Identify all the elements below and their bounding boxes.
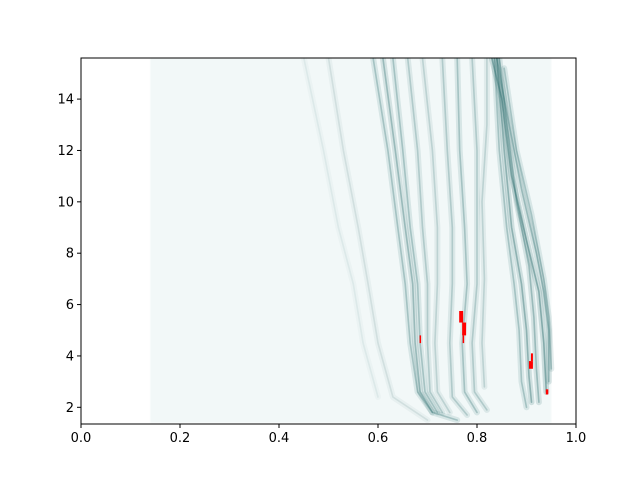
highlighted-cell-6 xyxy=(545,389,549,395)
highlighted-cell-3 xyxy=(462,335,465,344)
x-tick-label-4: 0.8 xyxy=(467,431,488,446)
y-tick-label-6: 14 xyxy=(57,93,74,108)
ridge-band-1 xyxy=(379,58,436,416)
x-tick-label-0: 0.0 xyxy=(71,431,92,446)
ridge-14 xyxy=(503,67,553,370)
y-tick-label-0: 2 xyxy=(66,401,74,416)
ridge-4 xyxy=(421,58,451,414)
plot-frame xyxy=(80,57,577,425)
y-tick-label-3: 8 xyxy=(66,247,74,262)
background-wash xyxy=(150,58,552,423)
ridge-1 xyxy=(382,58,434,414)
y-tick-label-5: 12 xyxy=(57,144,74,159)
y-tick-label-1: 4 xyxy=(66,349,74,364)
highlighted-cell-4 xyxy=(528,361,533,369)
wash-region-0 xyxy=(150,58,552,423)
ridge-band-5 xyxy=(439,58,471,418)
ridge-band-12 xyxy=(488,58,550,395)
ridge-11 xyxy=(498,58,540,404)
highlighted-cell-5 xyxy=(530,353,533,362)
ridge-band-7 xyxy=(469,58,490,413)
ridge-16 xyxy=(302,58,379,398)
ridge-band-9 xyxy=(491,58,530,411)
ridge-12 xyxy=(490,58,548,393)
ridge-band-13 xyxy=(493,58,552,385)
y-axis: 2 4 6 8 10 12 14 xyxy=(57,93,81,416)
ridge-8 xyxy=(481,58,488,388)
ridge-2 xyxy=(392,58,439,414)
x-tick-label-5: 1.0 xyxy=(566,431,587,446)
x-tick-label-1: 0.2 xyxy=(170,431,191,446)
x-axis: 0.0 0.2 0.4 0.6 0.8 1.0 xyxy=(71,424,587,446)
ridge-band-8 xyxy=(479,58,490,390)
ridge-band-11 xyxy=(496,58,542,406)
ridge-band-0 xyxy=(370,58,461,424)
x-tick-label-3: 0.6 xyxy=(368,431,389,446)
ridge-9 xyxy=(493,58,528,409)
ridge-6 xyxy=(456,58,478,414)
ridge-band-15 xyxy=(325,58,431,424)
x-tick-label-2: 0.4 xyxy=(269,431,290,446)
ridge-13 xyxy=(495,58,550,383)
ridge-3 xyxy=(406,58,444,414)
highlighted-cell-2 xyxy=(462,322,467,336)
y-tick-label-4: 10 xyxy=(57,195,74,210)
ridge-band-10 xyxy=(493,58,535,406)
ridge-band-4 xyxy=(419,58,453,416)
highlight-layer xyxy=(419,310,549,395)
ridge-band-2 xyxy=(389,58,441,416)
ridge-5 xyxy=(441,58,468,416)
y-tick-label-2: 6 xyxy=(66,298,74,313)
highlighted-cell-1 xyxy=(459,310,464,323)
ridge-band-3 xyxy=(404,58,446,416)
plot-area xyxy=(81,58,576,424)
ridge-7 xyxy=(471,58,488,411)
ridge-band-6 xyxy=(454,58,480,416)
ridge-0 xyxy=(372,58,459,421)
ridge-10 xyxy=(495,58,533,404)
ridge-15 xyxy=(327,58,429,421)
ridge-band-14 xyxy=(501,65,555,372)
highlighted-cell-0 xyxy=(419,335,422,344)
ridge-layer xyxy=(302,58,555,424)
